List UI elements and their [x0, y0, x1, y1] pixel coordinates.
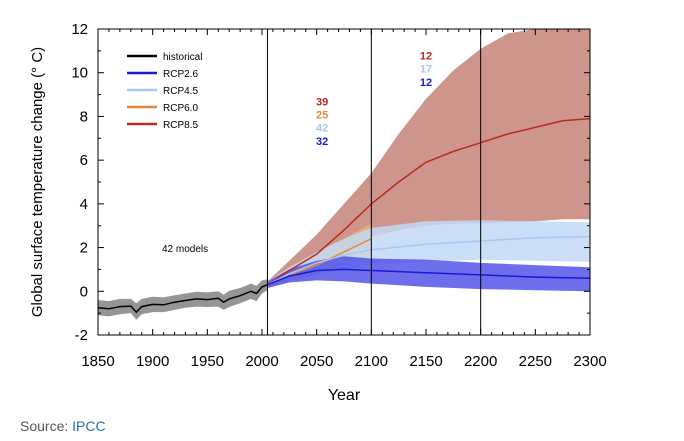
y-tick-label: 12 [71, 21, 88, 38]
line-rcp85 [267, 117, 591, 286]
x-tick-label: 2050 [300, 353, 333, 370]
legend: historical RCP2.6 RCP4.5 RCP6.0 RCP8.5 [127, 52, 202, 131]
x-axis-label: Year [328, 387, 361, 404]
source-credit: Source: IPCC [20, 418, 106, 434]
x-tick-label: 2150 [409, 353, 442, 370]
legend-label: historical [163, 52, 202, 63]
line-historical [97, 284, 268, 314]
x-tick-label: 1950 [191, 353, 224, 370]
x-tick-label: 2200 [464, 353, 497, 370]
model-count-label: 12 [420, 77, 432, 89]
x-tick-label: 1850 [81, 353, 114, 370]
x-tick-label: 2100 [355, 353, 388, 370]
legend-label: RCP6.0 [163, 103, 198, 114]
y-tick-label: 8 [80, 108, 88, 125]
band-historical [98, 279, 268, 320]
legend-label: RCP2.6 [163, 69, 198, 80]
legend-label: RCP8.5 [163, 120, 198, 131]
x-tick-label: 2250 [519, 353, 552, 370]
source-label: Source: [20, 418, 69, 434]
y-axis-label: Global surface temperature change (° C) [29, 47, 46, 317]
source-link[interactable]: IPCC [72, 418, 106, 434]
y-tick-label: 4 [80, 196, 88, 213]
legend-label: RCP4.5 [163, 86, 198, 97]
y-tick-label: 6 [80, 152, 88, 169]
model-count-label: 12 [420, 51, 432, 63]
band-rcp45 [267, 220, 590, 288]
model-count-label: 42 [316, 123, 328, 135]
y-tick-label: 0 [80, 283, 88, 300]
x-axis: 1850 1900 1950 2000 2050 2100 2150 2200 2250 2300 [81, 29, 607, 370]
x-tick-label: 2300 [573, 353, 606, 370]
uncertainty-bands [98, 29, 590, 320]
y-tick-label: 10 [71, 65, 88, 82]
model-count-label: 17 [420, 64, 432, 76]
model-count-label: 32 [316, 136, 328, 148]
y-axis: -2 0 2 4 6 8 10 12 [71, 21, 590, 344]
band-rcp26 [267, 256, 590, 292]
period-divider-lines [266, 29, 482, 335]
model-count-label: 39 [316, 97, 328, 109]
x-tick-label: 1900 [136, 353, 169, 370]
model-count-label: 25 [316, 110, 328, 122]
x-tick-label: 2000 [245, 353, 278, 370]
y-tick-label: 2 [80, 240, 88, 257]
y-tick-label: -2 [75, 327, 88, 344]
models-annotation: 42 models [162, 244, 208, 255]
band-rcp85 [267, 29, 590, 288]
